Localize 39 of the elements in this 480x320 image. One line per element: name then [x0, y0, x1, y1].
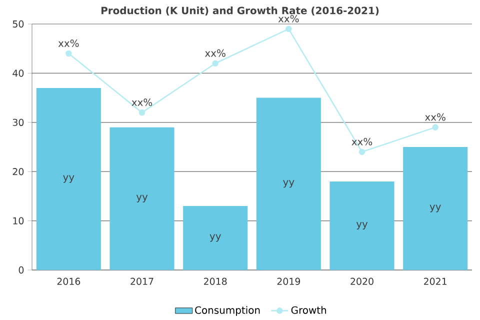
x-tick-label: 2017: [130, 278, 154, 285]
point: [66, 50, 72, 57]
x-tick-label: 2018: [204, 278, 227, 285]
y-tick-label: 0: [18, 266, 24, 274]
data-label: xx%: [132, 98, 152, 106]
x-tick-label: 2016: [57, 278, 80, 285]
y-tick-label: 50: [12, 20, 24, 28]
y-tick-label: 40: [12, 70, 24, 77]
point: [212, 60, 218, 66]
chart-title: Production (K Unit) and Growth Rate (2016-2021): [102, 6, 379, 16]
bar: [36, 88, 101, 270]
data-label: xx%: [424, 113, 446, 121]
data-label: yy: [430, 204, 441, 212]
x-tick-label: 2021: [424, 278, 447, 285]
data-label: yy: [356, 222, 368, 230]
data-label: yy: [283, 180, 294, 188]
x-tick-label: 2020: [350, 278, 374, 285]
bar: [403, 147, 468, 270]
legend-label: Growth: [291, 306, 326, 314]
data-label: xx%: [58, 39, 79, 48]
bar: [330, 181, 394, 270]
y-tick-label: 20: [12, 168, 24, 176]
point: [138, 109, 146, 116]
bar: [110, 127, 174, 270]
legend-label: Consumption: [195, 306, 260, 316]
data-label: yy: [136, 194, 148, 202]
point: [286, 26, 292, 32]
data-label: xx%: [278, 14, 299, 22]
point: [358, 148, 366, 156]
point: [432, 124, 438, 130]
y-tick-label: 10: [13, 217, 24, 224]
data-label: yy: [63, 175, 74, 183]
data-label: yy: [210, 234, 221, 242]
bar: [256, 98, 321, 270]
data-label: xx%: [204, 49, 226, 57]
data-label: xx%: [352, 138, 372, 146]
x-tick-label: 2019: [277, 278, 300, 285]
bar: [183, 206, 248, 270]
y-tick-label: 30: [12, 118, 24, 126]
